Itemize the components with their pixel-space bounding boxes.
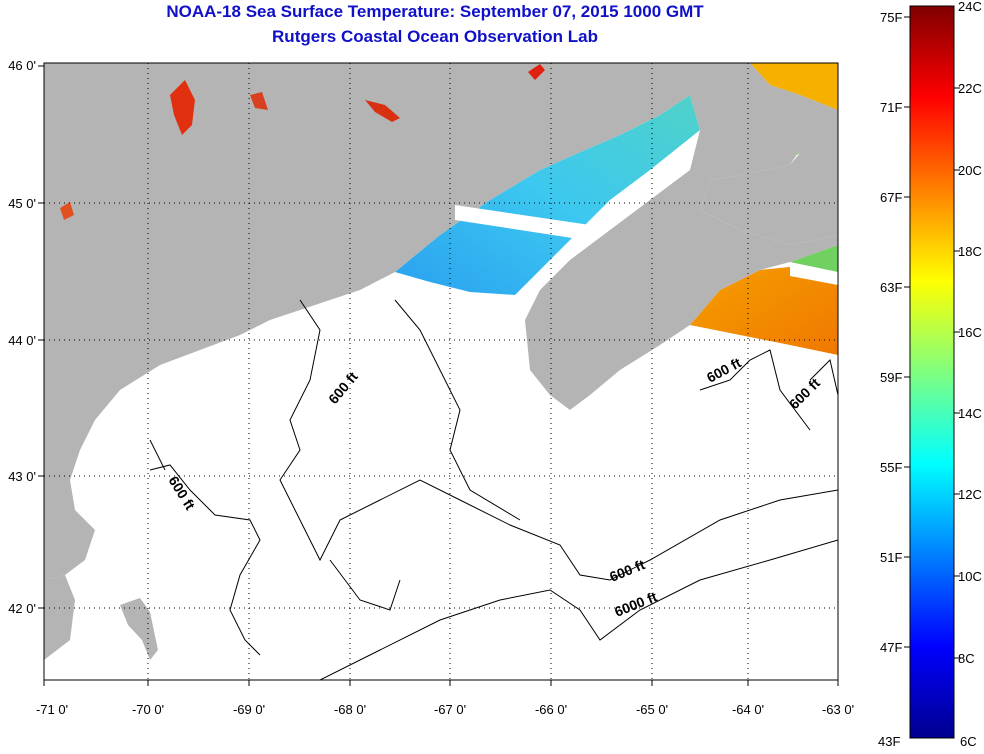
lat-label: 46 0': [8, 58, 36, 73]
celsius-label: 20C: [958, 163, 982, 178]
land-massachusetts: [44, 575, 75, 660]
fahrenheit-label: 43F: [878, 734, 900, 749]
map-title: NOAA-18 Sea Surface Temperature: Septemb…: [166, 2, 704, 21]
lon-label: -63 0': [822, 702, 854, 717]
fahrenheit-label: 51F: [880, 550, 902, 565]
colorbar-f-labels: 75F 71F 67F 63F 59F 55F 51F 47F 43F: [878, 10, 902, 749]
lat-label: 43 0': [8, 469, 36, 484]
fahrenheit-label: 71F: [880, 100, 902, 115]
sst-swath-fundy: [395, 95, 700, 295]
land-nova-scotia: [525, 130, 838, 410]
fahrenheit-label: 67F: [880, 190, 902, 205]
fahrenheit-label: 63F: [880, 280, 902, 295]
colorbar-c-labels: 24C 22C 20C 18C 16C 14C 12C 10C 8C 6C: [958, 0, 982, 749]
fahrenheit-label: 75F: [880, 10, 902, 25]
celsius-label: 10C: [958, 569, 982, 584]
map-frame: [43, 62, 839, 681]
celsius-label: 12C: [958, 487, 982, 502]
celsius-label: 16C: [958, 325, 982, 340]
celsius-label: 22C: [958, 81, 982, 96]
lake-4: [60, 202, 74, 220]
lat-label: 45 0': [8, 196, 36, 211]
land-new-brunswick: [690, 63, 838, 245]
lon-label: -69 0': [233, 702, 265, 717]
cloud-gap-2: [790, 262, 838, 285]
lake-5: [250, 92, 268, 110]
sst-swath-scotian: [690, 262, 838, 355]
celsius-label: 6C: [960, 734, 977, 749]
celsius-label: 18C: [958, 244, 982, 259]
lat-label: 44 0': [8, 333, 36, 348]
lake-2: [365, 100, 400, 122]
lon-labels: -71 0' -70 0' -69 0' -68 0' -67 0' -66 0…: [36, 702, 854, 717]
fahrenheit-label: 59F: [880, 370, 902, 385]
lake-1: [170, 80, 195, 135]
colorbar: [909, 5, 955, 739]
lon-label: -64 0': [732, 702, 764, 717]
lon-label: -68 0': [334, 702, 366, 717]
land-new-england: [44, 63, 690, 580]
lon-label: -67 0': [434, 702, 466, 717]
axis-ticks: [38, 65, 839, 686]
lat-label: 42 0': [8, 601, 36, 616]
fahrenheit-label: 55F: [880, 460, 902, 475]
lon-label: -70 0': [132, 702, 164, 717]
map-subtitle: Rutgers Coastal Ocean Observation Lab: [272, 27, 598, 46]
celsius-label: 14C: [958, 406, 982, 421]
celsius-label: 24C: [958, 0, 982, 14]
lake-3: [528, 64, 545, 80]
sst-swath-north: [750, 63, 838, 110]
lon-label: -65 0': [636, 702, 668, 717]
lon-label: -66 0': [535, 702, 567, 717]
lat-labels: 46 0' 45 0' 44 0' 43 0' 42 0': [8, 58, 36, 616]
cloud-gap-1: [455, 205, 590, 240]
fahrenheit-label: 47F: [880, 640, 902, 655]
celsius-label: 8C: [958, 651, 975, 666]
lon-label: -71 0': [36, 702, 68, 717]
colorbar-ticks: [904, 16, 960, 659]
bathymetry-contours: [149, 299, 838, 680]
